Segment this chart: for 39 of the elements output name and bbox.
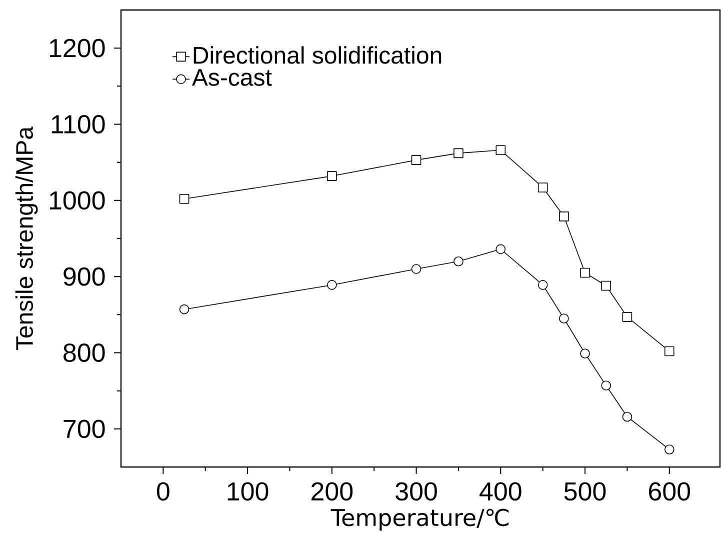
point	[454, 256, 464, 266]
point	[601, 280, 612, 291]
y-tick-label: 900	[64, 267, 105, 286]
x-tick-label: 600	[649, 482, 690, 501]
y-tick-label: 1200	[50, 38, 105, 58]
point	[622, 312, 632, 322]
point	[454, 148, 464, 158]
point	[538, 182, 548, 192]
point	[327, 280, 337, 290]
point	[601, 380, 612, 390]
y-tick-label: 700	[64, 420, 105, 438]
x-tick-label: 500	[564, 482, 606, 501]
point	[580, 268, 590, 278]
y-tick-label: 1000	[50, 191, 105, 210]
y-axis-title: Tensile strength/MPa	[15, 126, 38, 350]
legend-label: As-cast	[192, 69, 272, 86]
point	[580, 348, 590, 358]
point	[496, 145, 506, 156]
point	[496, 244, 506, 254]
point	[179, 304, 190, 314]
x-tick-label: 100	[228, 482, 268, 501]
point	[622, 412, 632, 422]
point	[179, 194, 190, 204]
point	[411, 264, 422, 274]
x-tick-label: 400	[480, 482, 522, 501]
point	[327, 171, 337, 181]
point	[664, 444, 674, 454]
point	[664, 346, 674, 356]
x-tick-label: 300	[396, 482, 437, 501]
y-tick-label: 1100	[52, 115, 105, 134]
point	[411, 155, 422, 165]
point	[559, 212, 569, 222]
x-tick-label: 0	[156, 482, 170, 501]
x-axis-title: Temperature/℃	[330, 508, 509, 531]
legend-label: Directional solidification	[194, 46, 442, 64]
point	[559, 314, 569, 324]
y-tick-label: 800	[64, 344, 105, 362]
point	[538, 280, 548, 290]
x-tick-label: 200	[312, 482, 353, 501]
